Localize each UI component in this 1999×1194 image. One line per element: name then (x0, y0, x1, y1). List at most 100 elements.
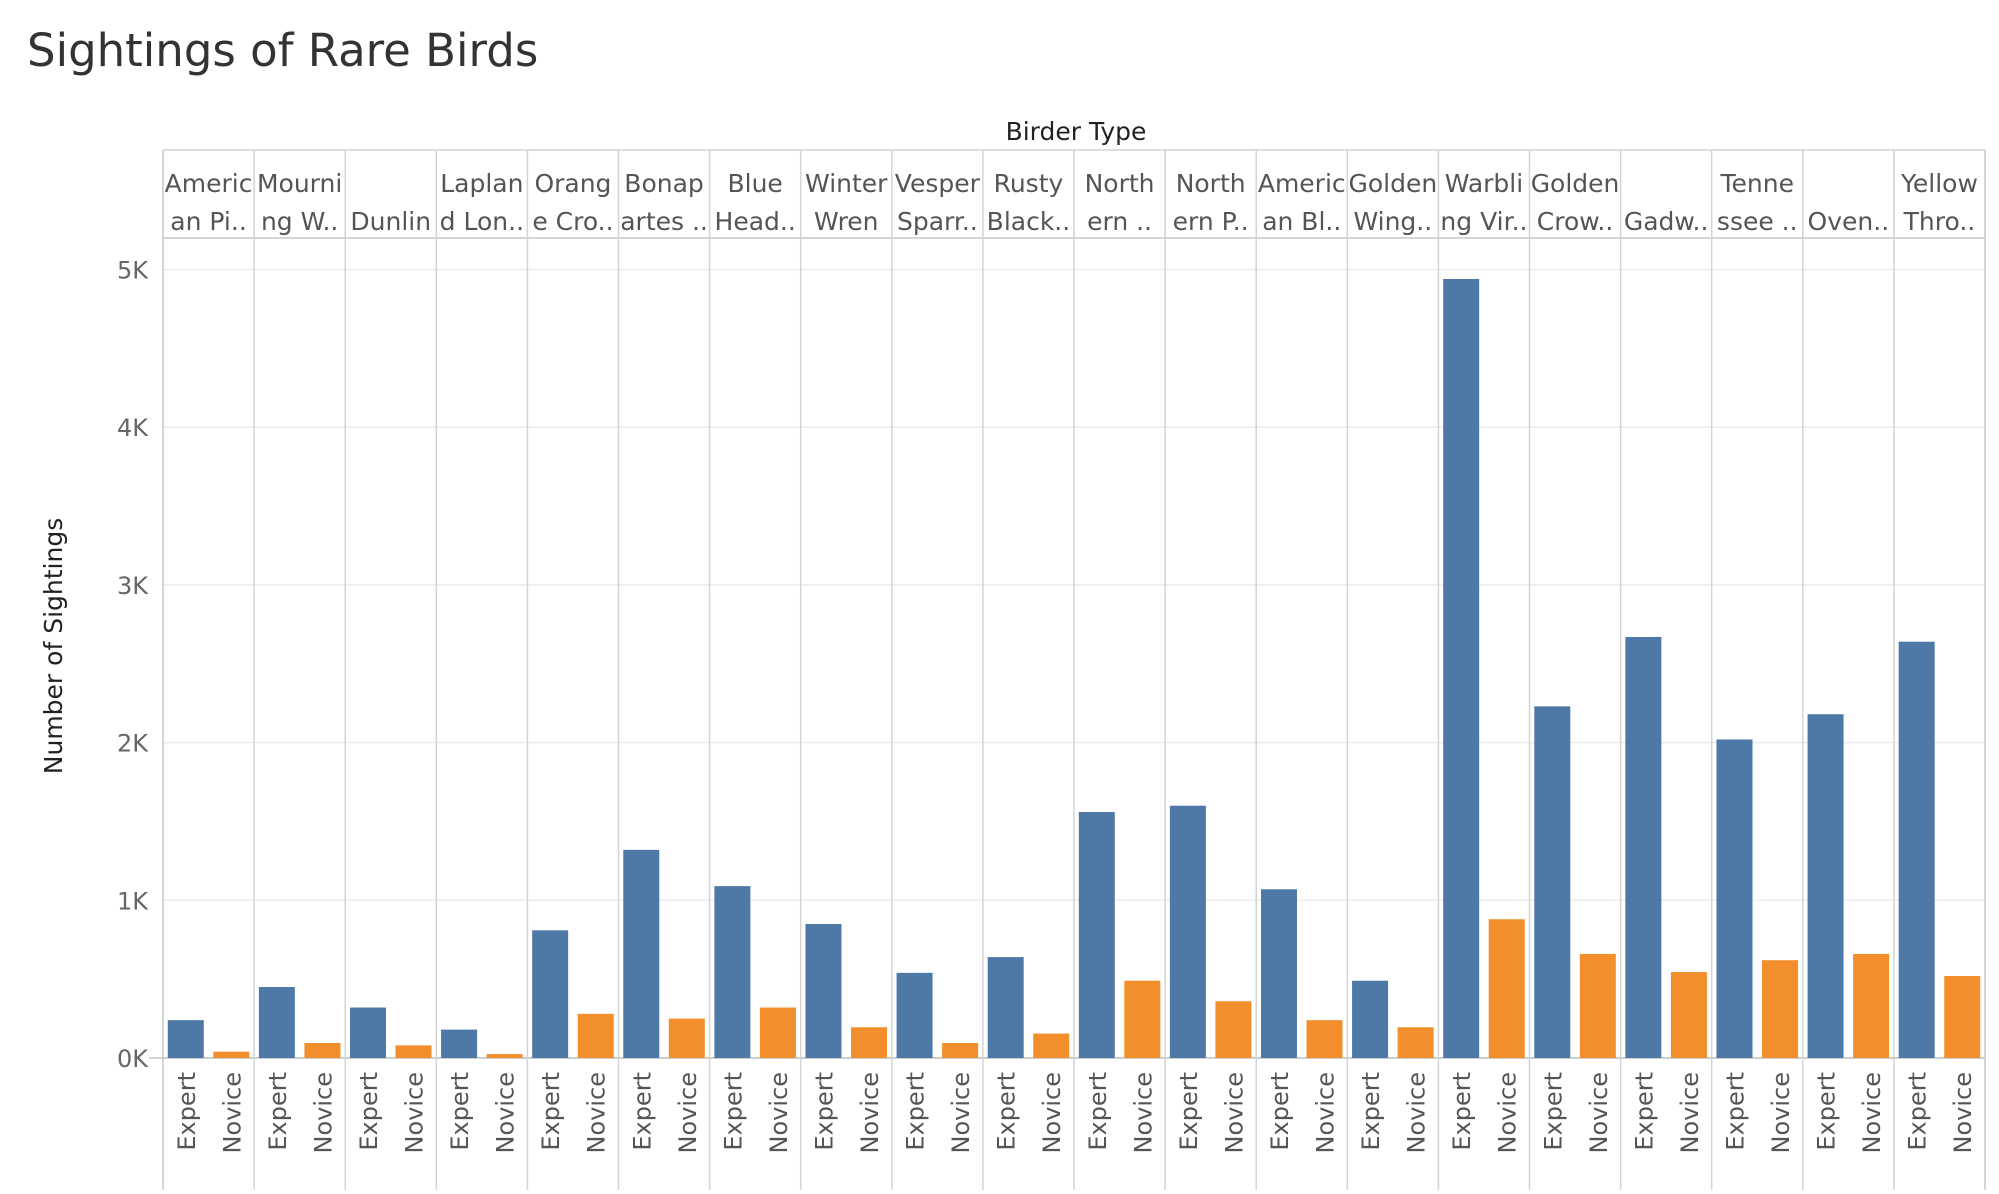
bar-novice (1124, 980, 1161, 1058)
x-tick-label: Novice (1312, 1072, 1340, 1153)
column-header-label: Mourni (257, 169, 342, 198)
x-tick-label: Novice (1220, 1072, 1248, 1153)
x-tick-label: Expert (993, 1072, 1021, 1151)
x-tick-label: Novice (1676, 1072, 1704, 1153)
x-tick-label: Novice (1949, 1072, 1977, 1153)
column-header-title: Birder Type (1006, 117, 1147, 146)
x-tick-label: Expert (446, 1072, 474, 1151)
x-tick-label: Expert (1813, 1072, 1841, 1151)
bar-expert (167, 1020, 204, 1058)
x-tick-label: Novice (765, 1072, 793, 1153)
bar-novice (577, 1013, 614, 1058)
y-tick-label: 5K (117, 257, 149, 285)
x-tick-label: Expert (1266, 1072, 1294, 1151)
x-tick-label: Expert (1084, 1072, 1112, 1151)
x-tick-label: Expert (1448, 1072, 1476, 1151)
column-header-label: an Bl.. (1262, 207, 1341, 236)
column-header-label: Head.. (715, 207, 796, 236)
x-tick-label: Novice (492, 1072, 520, 1153)
column-header-label: Wren (814, 207, 879, 236)
bar-novice (1215, 1001, 1252, 1058)
bar-novice (1579, 953, 1616, 1058)
column-header-label: North (1085, 169, 1155, 198)
x-tick-label: Novice (1494, 1072, 1522, 1153)
column-header-label: Laplan (440, 169, 523, 198)
x-tick-label: Novice (947, 1072, 975, 1153)
column-header-label: Black.. (987, 207, 1071, 236)
x-tick-label: Novice (1038, 1072, 1066, 1153)
x-tick-label: Novice (1858, 1072, 1886, 1153)
x-tick-label: Novice (401, 1072, 429, 1153)
x-tick-label: Novice (218, 1072, 246, 1153)
column-header-label: Dunlin (350, 207, 431, 236)
column-header-label: Wing.. (1353, 207, 1432, 236)
bar-novice (1762, 960, 1799, 1058)
bar-novice (942, 1043, 979, 1058)
bar-expert (896, 972, 933, 1058)
y-axis-label: Number of Sightings (39, 518, 68, 774)
x-tick-label: Novice (583, 1072, 611, 1153)
column-header-label: Thro.. (1903, 207, 1976, 236)
x-tick-label: Expert (1539, 1072, 1567, 1151)
column-header-label: ng Vir.. (1440, 207, 1527, 236)
bar-novice (851, 1027, 888, 1058)
bar-expert (258, 987, 295, 1058)
column-header-label: e Cro.. (532, 207, 613, 236)
bar-expert (1807, 714, 1844, 1058)
x-tick-label: Novice (674, 1072, 702, 1153)
column-header-label: Bonap (624, 169, 703, 198)
column-header-label: Oven.. (1808, 207, 1890, 236)
bar-expert (805, 923, 842, 1058)
column-header-label: Winter (805, 169, 888, 198)
bar-novice (1397, 1027, 1434, 1058)
x-tick-label: Expert (810, 1072, 838, 1151)
bar-expert (987, 957, 1024, 1058)
column-header-label: North (1176, 169, 1246, 198)
x-tick-label: Expert (355, 1072, 383, 1151)
column-header-label: Blue (727, 169, 782, 198)
bar-novice (759, 1007, 796, 1058)
bar-expert (714, 886, 751, 1058)
x-tick-label: Novice (1129, 1072, 1157, 1153)
x-tick-label: Expert (264, 1072, 292, 1151)
bar-novice (486, 1054, 523, 1058)
bar-expert (623, 849, 660, 1058)
column-header-label: Rusty (994, 169, 1064, 198)
bar-novice (304, 1043, 341, 1058)
x-tick-label: Expert (628, 1072, 656, 1151)
y-tick-label: 1K (117, 887, 149, 915)
x-tick-label: Expert (1630, 1072, 1658, 1151)
column-header-label: Warbli (1445, 169, 1523, 198)
x-tick-label: Novice (1767, 1072, 1795, 1153)
bar-novice (1488, 919, 1525, 1058)
bar-expert (1078, 812, 1115, 1058)
bar-novice (395, 1045, 432, 1058)
column-header-label: artes .. (620, 207, 708, 236)
bar-expert (1169, 805, 1206, 1058)
chart-title: Sightings of Rare Birds (27, 24, 539, 77)
x-tick-label: Novice (1403, 1072, 1431, 1153)
bar-expert (1534, 706, 1571, 1058)
bar-expert (1716, 739, 1753, 1058)
bar-expert (349, 1007, 386, 1058)
column-header-label: Americ (1258, 169, 1346, 198)
x-tick-label: Expert (173, 1072, 201, 1151)
column-header-label: ng W.. (261, 207, 338, 236)
bar-novice (213, 1051, 250, 1058)
x-tick-label: Expert (1175, 1072, 1203, 1151)
column-header-label: ern .. (1087, 207, 1152, 236)
column-header-label: Vesper (895, 169, 981, 198)
column-header-label: Crow.. (1537, 207, 1614, 236)
bar-expert (1443, 279, 1480, 1058)
column-headers: Americ an Pi.. Mourni ng W.. Dunlin Laplan d L… (165, 169, 1978, 236)
y-tick-label: 4K (117, 414, 149, 442)
x-tick-label: Novice (1585, 1072, 1613, 1153)
y-tick-label: 0K (117, 1045, 149, 1073)
bar-novice (1853, 953, 1890, 1058)
bar-novice (1033, 1033, 1070, 1058)
x-tick-label: Novice (856, 1072, 884, 1153)
bar-expert (1352, 980, 1389, 1058)
bar-expert (1260, 889, 1297, 1058)
axes: 0K 1K 2K 3K 4K 5K Expert Novice Expert Novice Expe… (117, 257, 1977, 1154)
x-tick-label: Expert (1357, 1072, 1385, 1151)
